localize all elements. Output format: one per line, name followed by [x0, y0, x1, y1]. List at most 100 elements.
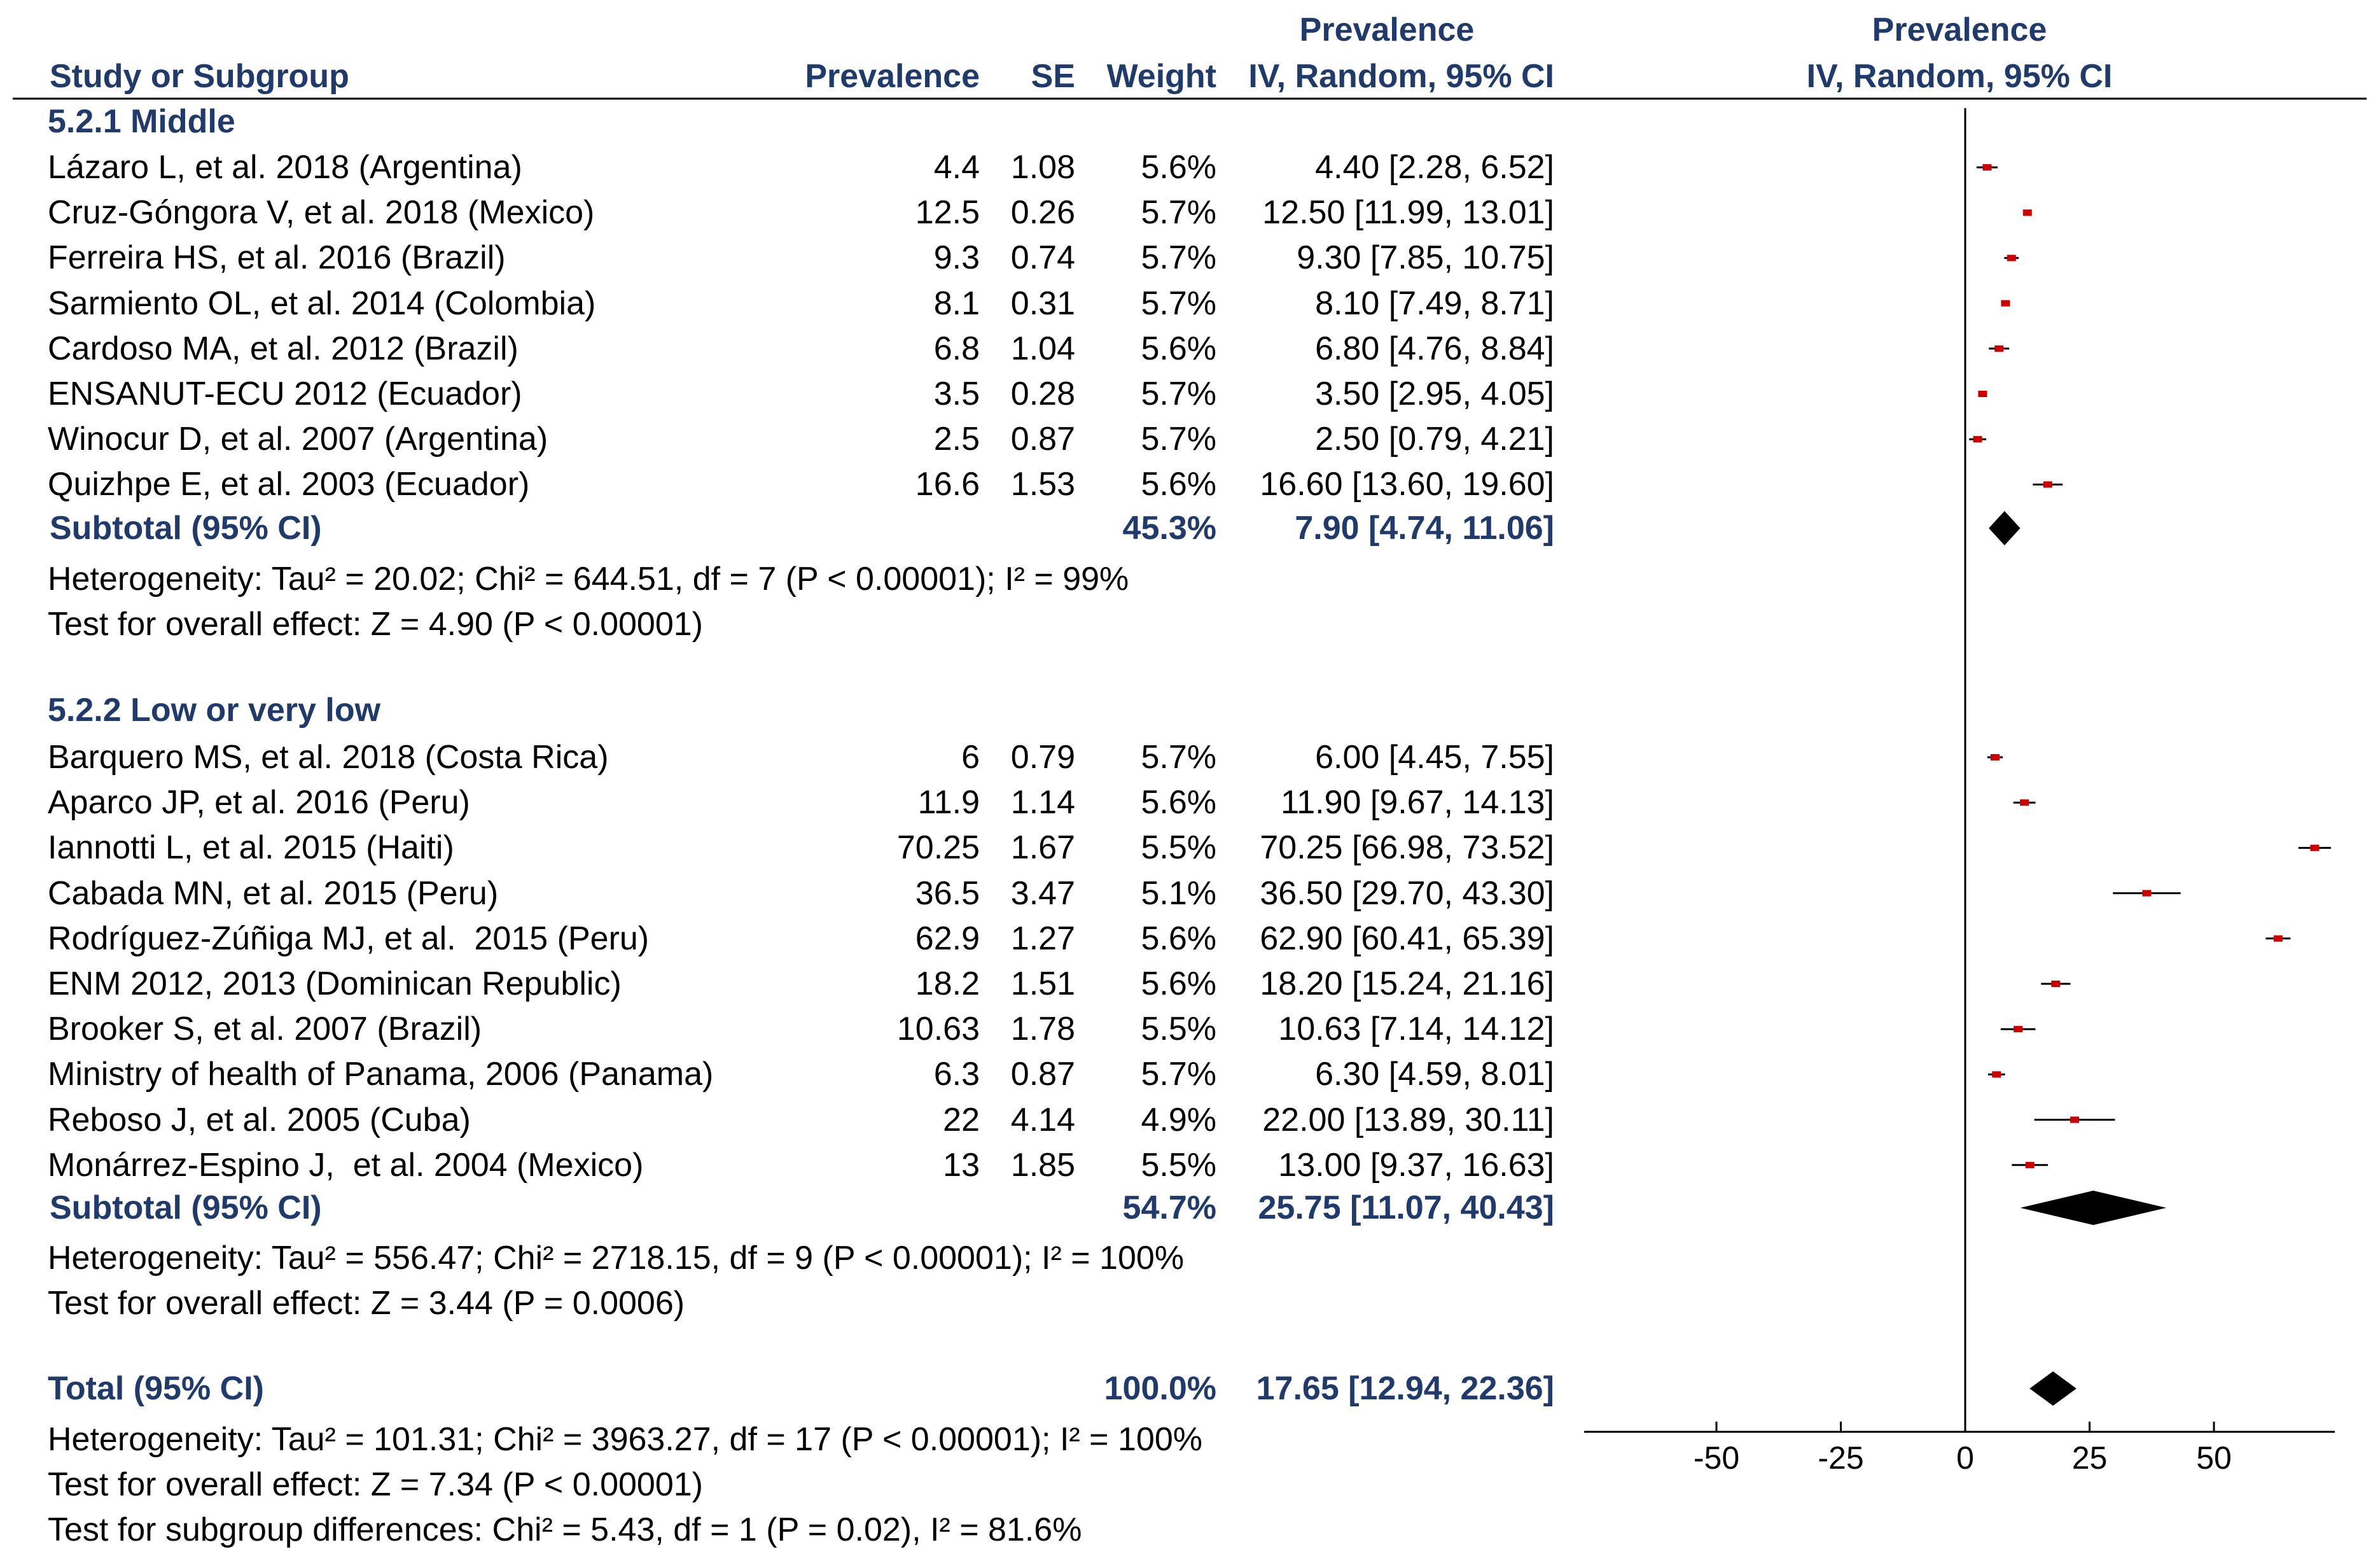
study-se: 0.28 — [1010, 375, 1075, 412]
study-se: 1.53 — [1010, 466, 1075, 503]
study-ci: 9.30 [7.85, 10.75] — [1297, 239, 1554, 277]
study-ci: 2.50 [0.79, 4.21] — [1315, 421, 1554, 458]
point-estimate — [1973, 436, 1982, 443]
header-ci-top: Prevalence — [1299, 11, 1475, 48]
study-weight: 5.1% — [1141, 874, 1216, 912]
study-name: Rodríguez-Zúñiga MJ, et al. 2015 (Peru) — [48, 920, 650, 957]
point-estimate — [2022, 209, 2032, 216]
point-estimate — [1982, 164, 1992, 171]
study-weight: 5.5% — [1141, 1146, 1216, 1184]
study-weight: 5.5% — [1141, 1011, 1216, 1048]
study-ci: 22.00 [13.89, 30.11] — [1262, 1101, 1554, 1138]
study-se: 1.78 — [1010, 1011, 1075, 1048]
x-tick-label: -50 — [1694, 1440, 1739, 1476]
subgroup-differences: Test for subgroup differences: Chi² = 5.… — [48, 1511, 1082, 1548]
subtotal-ci-low: 25.75 [11.07, 40.43] — [1258, 1189, 1555, 1226]
study-se: 0.26 — [1010, 194, 1075, 232]
study-prevalence: 3.5 — [933, 375, 980, 412]
study-prevalence: 4.4 — [933, 149, 980, 186]
total-ci: 17.65 [12.94, 22.36] — [1256, 1370, 1554, 1407]
study-ci: 10.63 [7.14, 14.12] — [1278, 1011, 1554, 1048]
study-se: 0.31 — [1010, 284, 1075, 322]
study-prevalence: 22 — [943, 1101, 980, 1138]
total-label: Total (95% CI) — [48, 1370, 264, 1407]
study-prevalence: 10.63 — [896, 1011, 980, 1048]
study-name: Quizhpe E, et al. 2003 (Ecuador) — [48, 466, 530, 503]
x-tick-label: -25 — [1818, 1440, 1863, 1476]
study-se: 0.79 — [1010, 739, 1075, 776]
study-name: Aparco JP, et al. 2016 (Peru) — [48, 784, 470, 822]
study-ci: 62.90 [60.41, 65.39] — [1260, 920, 1554, 957]
subtotal-label-middle: Subtotal (95% CI) — [50, 510, 322, 547]
total-diamond — [2029, 1371, 2077, 1406]
study-ci: 36.50 [29.70, 43.30] — [1260, 874, 1554, 912]
study-prevalence: 12.5 — [915, 194, 980, 232]
point-estimate — [1978, 391, 1987, 397]
study-ci: 4.40 [2.28, 6.52] — [1315, 149, 1554, 186]
subtotal-diamond — [1989, 511, 2021, 545]
total-overall-effect: Test for overall effect: Z = 7.34 (P < 0… — [48, 1466, 703, 1503]
total-heterogeneity: Heterogeneity: Tau² = 101.31; Chi² = 396… — [48, 1421, 1202, 1458]
study-prevalence: 2.5 — [933, 421, 980, 458]
header-plot-top: Prevalence — [1872, 11, 2047, 48]
study-ci: 6.00 [4.45, 7.55] — [1315, 739, 1554, 776]
study-weight: 5.6% — [1141, 466, 1216, 503]
point-estimate — [2070, 1116, 2080, 1123]
heterogeneity-low: Heterogeneity: Tau² = 556.47; Chi² = 271… — [48, 1240, 1185, 1277]
study-weight: 5.6% — [1141, 784, 1216, 822]
study-prevalence: 18.2 — [915, 965, 980, 1002]
study-name: Sarmiento OL, et al. 2014 (Colombia) — [48, 284, 596, 322]
study-ci: 70.25 [66.98, 73.52] — [1260, 829, 1554, 867]
point-estimate — [2273, 935, 2283, 942]
point-estimate — [1990, 754, 2000, 760]
study-weight: 5.7% — [1141, 284, 1216, 322]
overall-effect-middle: Test for overall effect: Z = 4.90 (P < 0… — [48, 606, 703, 643]
study-ci: 11.90 [9.67, 14.13] — [1281, 784, 1554, 822]
study-name: Ferreira HS, et al. 2016 (Brazil) — [48, 239, 506, 277]
study-prevalence: 11.9 — [917, 784, 980, 822]
study-ci: 6.30 [4.59, 8.01] — [1315, 1056, 1554, 1093]
study-prevalence: 9.3 — [933, 239, 980, 277]
study-name: Cardoso MA, et al. 2012 (Brazil) — [48, 330, 518, 367]
study-se: 0.74 — [1010, 239, 1075, 277]
study-se: 1.08 — [1010, 149, 1075, 186]
study-ci: 13.00 [9.37, 16.63] — [1278, 1146, 1554, 1184]
group-title-low: 5.2.2 Low or very low — [48, 692, 381, 729]
study-weight: 5.7% — [1141, 239, 1216, 277]
study-ci: 16.60 [13.60, 19.60] — [1260, 466, 1554, 503]
header-ci-bottom: IV, Random, 95% CI — [1248, 58, 1554, 95]
study-se: 3.47 — [1010, 874, 1075, 912]
subtotal-diamond — [2020, 1191, 2167, 1225]
study-se: 4.14 — [1010, 1101, 1075, 1138]
study-prevalence: 6 — [961, 739, 980, 776]
study-se: 1.27 — [1010, 920, 1075, 957]
study-name: Winocur D, et al. 2007 (Argentina) — [48, 421, 548, 458]
subtotal-weight-middle: 45.3% — [1122, 510, 1216, 547]
study-name: Barquero MS, et al. 2018 (Costa Rica) — [48, 739, 609, 776]
study-ci: 12.50 [11.99, 13.01] — [1262, 194, 1554, 232]
point-estimate — [2310, 844, 2320, 851]
study-se: 1.04 — [1010, 330, 1075, 367]
study-name: Brooker S, et al. 2007 (Brazil) — [48, 1011, 482, 1048]
point-estimate — [1992, 1071, 2001, 1078]
study-ci: 3.50 [2.95, 4.05] — [1315, 375, 1554, 412]
study-ci: 8.10 [7.49, 8.71] — [1315, 284, 1554, 322]
overall-effect-low: Test for overall effect: Z = 3.44 (P = 0… — [48, 1285, 685, 1322]
study-prevalence: 16.6 — [915, 466, 980, 503]
point-estimate — [2020, 799, 2029, 806]
study-weight: 5.7% — [1141, 1056, 1216, 1093]
x-tick-label: 50 — [2196, 1440, 2232, 1476]
study-prevalence: 6.8 — [933, 330, 980, 367]
study-ci: 6.80 [4.76, 8.84] — [1315, 330, 1554, 367]
study-weight: 4.9% — [1141, 1101, 1216, 1138]
study-name: Cruz-Góngora V, et al. 2018 (Mexico) — [48, 194, 595, 232]
study-name: Ministry of health of Panama, 2006 (Pana… — [48, 1056, 714, 1093]
point-estimate — [2051, 981, 2061, 987]
study-weight: 5.6% — [1141, 965, 1216, 1002]
study-weight: 5.7% — [1141, 375, 1216, 412]
study-weight: 5.5% — [1141, 829, 1216, 867]
header-prevalence: Prevalence — [805, 58, 980, 95]
point-estimate — [2001, 300, 2010, 307]
study-prevalence: 13 — [943, 1146, 980, 1184]
